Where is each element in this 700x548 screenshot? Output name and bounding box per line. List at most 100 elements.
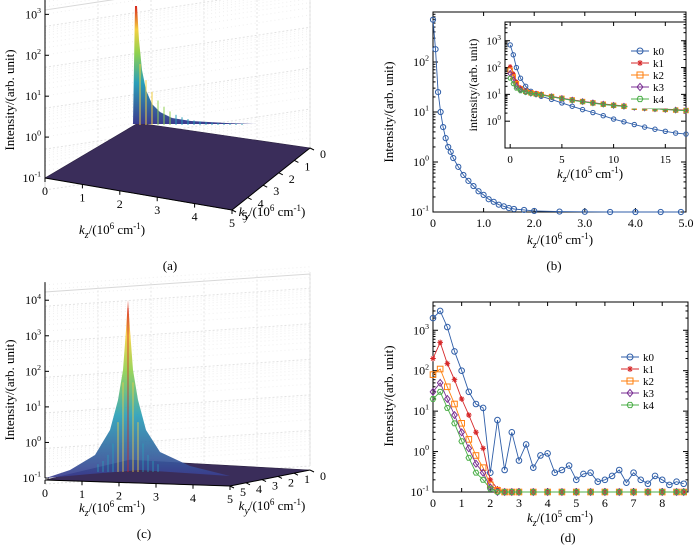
data-point [437, 108, 444, 116]
data-point [533, 92, 539, 97]
y-tick [261, 479, 267, 483]
y-tick [294, 159, 299, 163]
data-point [479, 404, 487, 412]
xlabel-sup: 6 [110, 499, 115, 509]
tick-label: 10-1 [23, 470, 42, 485]
data-point [590, 100, 596, 106]
data-point [520, 206, 528, 214]
data-point [658, 489, 666, 495]
data-point [579, 106, 586, 113]
panel-d: 0 1 2 3 4 5 6 7 810-1100101102103Intensity/(arb.… [381, 301, 689, 545]
xlabel-label: kz/(105 cm-1) [527, 509, 593, 529]
data-point [680, 480, 688, 488]
data-point [480, 191, 487, 198]
data-point [662, 128, 669, 134]
tick-label: 10-1 [411, 484, 430, 499]
wall-grid-minor [44, 301, 311, 321]
x-tick-label: 1 [79, 190, 85, 204]
tick-label: 100 [25, 434, 41, 449]
wall-grid-minor [44, 293, 311, 313]
data-point [621, 119, 627, 125]
tick-label: 10-1 [23, 170, 42, 185]
legend-label: k2 [643, 376, 654, 388]
wall-grid-minor [44, 360, 311, 380]
xlabel-label: kz/(106 cm-1) [79, 221, 145, 241]
data-point [501, 489, 508, 495]
x-tick-label: 5 [573, 496, 579, 510]
data-point [475, 188, 482, 195]
data-point [537, 452, 544, 459]
data-point [510, 81, 517, 87]
wall-grid-minor [44, 324, 311, 344]
tick-base: 10 [25, 400, 37, 414]
wall-grid-minor [44, 431, 311, 451]
data-point [445, 143, 452, 151]
tick-label: 102 [413, 54, 429, 69]
data-point [466, 412, 472, 418]
xlabel-close: ) [141, 222, 145, 237]
data-point [673, 107, 678, 112]
data-point [451, 376, 458, 383]
tick-base: 10 [413, 364, 425, 378]
xlabel-sup2: -1 [581, 509, 589, 519]
data-point [494, 489, 501, 495]
x-tick-label: 1 [459, 496, 465, 510]
ylabel-label: ky/(106 cm-1) [239, 203, 306, 223]
xlabel-rest: /(10 [537, 232, 558, 247]
data-point [580, 470, 587, 478]
data-point [458, 438, 466, 445]
data-point [472, 400, 480, 408]
data-point [683, 108, 689, 113]
data-point [507, 64, 513, 69]
data-point [472, 452, 480, 459]
data-point [579, 99, 586, 105]
data-point [429, 396, 437, 402]
tick-label: 102 [25, 363, 41, 378]
data-point [444, 360, 451, 367]
data-point [510, 52, 516, 58]
x-tick-label: 0 [430, 496, 436, 510]
data-point [444, 383, 451, 391]
data-point [487, 469, 494, 477]
xlabel-end: cm [562, 510, 581, 525]
wall-grid-minor [44, 341, 311, 361]
y-tick-label: 2 [289, 172, 295, 186]
ylabel-sub: y [243, 212, 249, 223]
xlabel-label: kz/(106 cm-1) [79, 499, 145, 519]
x-tick-label: 2 [117, 197, 123, 211]
data-point [455, 163, 462, 170]
wall-grid-minor [44, 366, 311, 386]
ylabel-rest: /(10 [249, 498, 270, 513]
data-point [631, 121, 637, 128]
wall-grid-minor [44, 96, 311, 138]
x-tick-label: 1.0 [476, 216, 491, 230]
data-point [559, 96, 565, 102]
wall-grid-minor [44, 369, 311, 389]
data-point [465, 177, 472, 184]
wall-grid [44, 67, 311, 109]
data-point [601, 476, 609, 484]
data-point [556, 208, 563, 215]
wall-grid-minor [44, 364, 311, 384]
data-point [600, 113, 606, 119]
wall-grid-minor [44, 55, 311, 97]
tick-exp: 0 [37, 129, 41, 138]
data-point [429, 371, 437, 378]
data-point [558, 489, 566, 495]
y-tick [293, 472, 299, 476]
wall-grid-minor [44, 437, 311, 457]
data-point [522, 441, 530, 448]
data-point [522, 89, 529, 95]
legend-label: k1 [653, 58, 664, 70]
xlabel-label: kz/(106 cm-1) [527, 231, 593, 251]
y-tick-label: 5 [240, 485, 246, 499]
tick-label: 101 [25, 88, 41, 103]
data-point [437, 339, 443, 346]
xlabel-end: cm [562, 232, 581, 247]
wall-grid-minor [44, 397, 311, 417]
data-point [517, 88, 524, 94]
surface-ridge [133, 6, 256, 124]
y-tick-label: 0 [320, 147, 326, 161]
x-tick-label: 4 [190, 491, 196, 505]
